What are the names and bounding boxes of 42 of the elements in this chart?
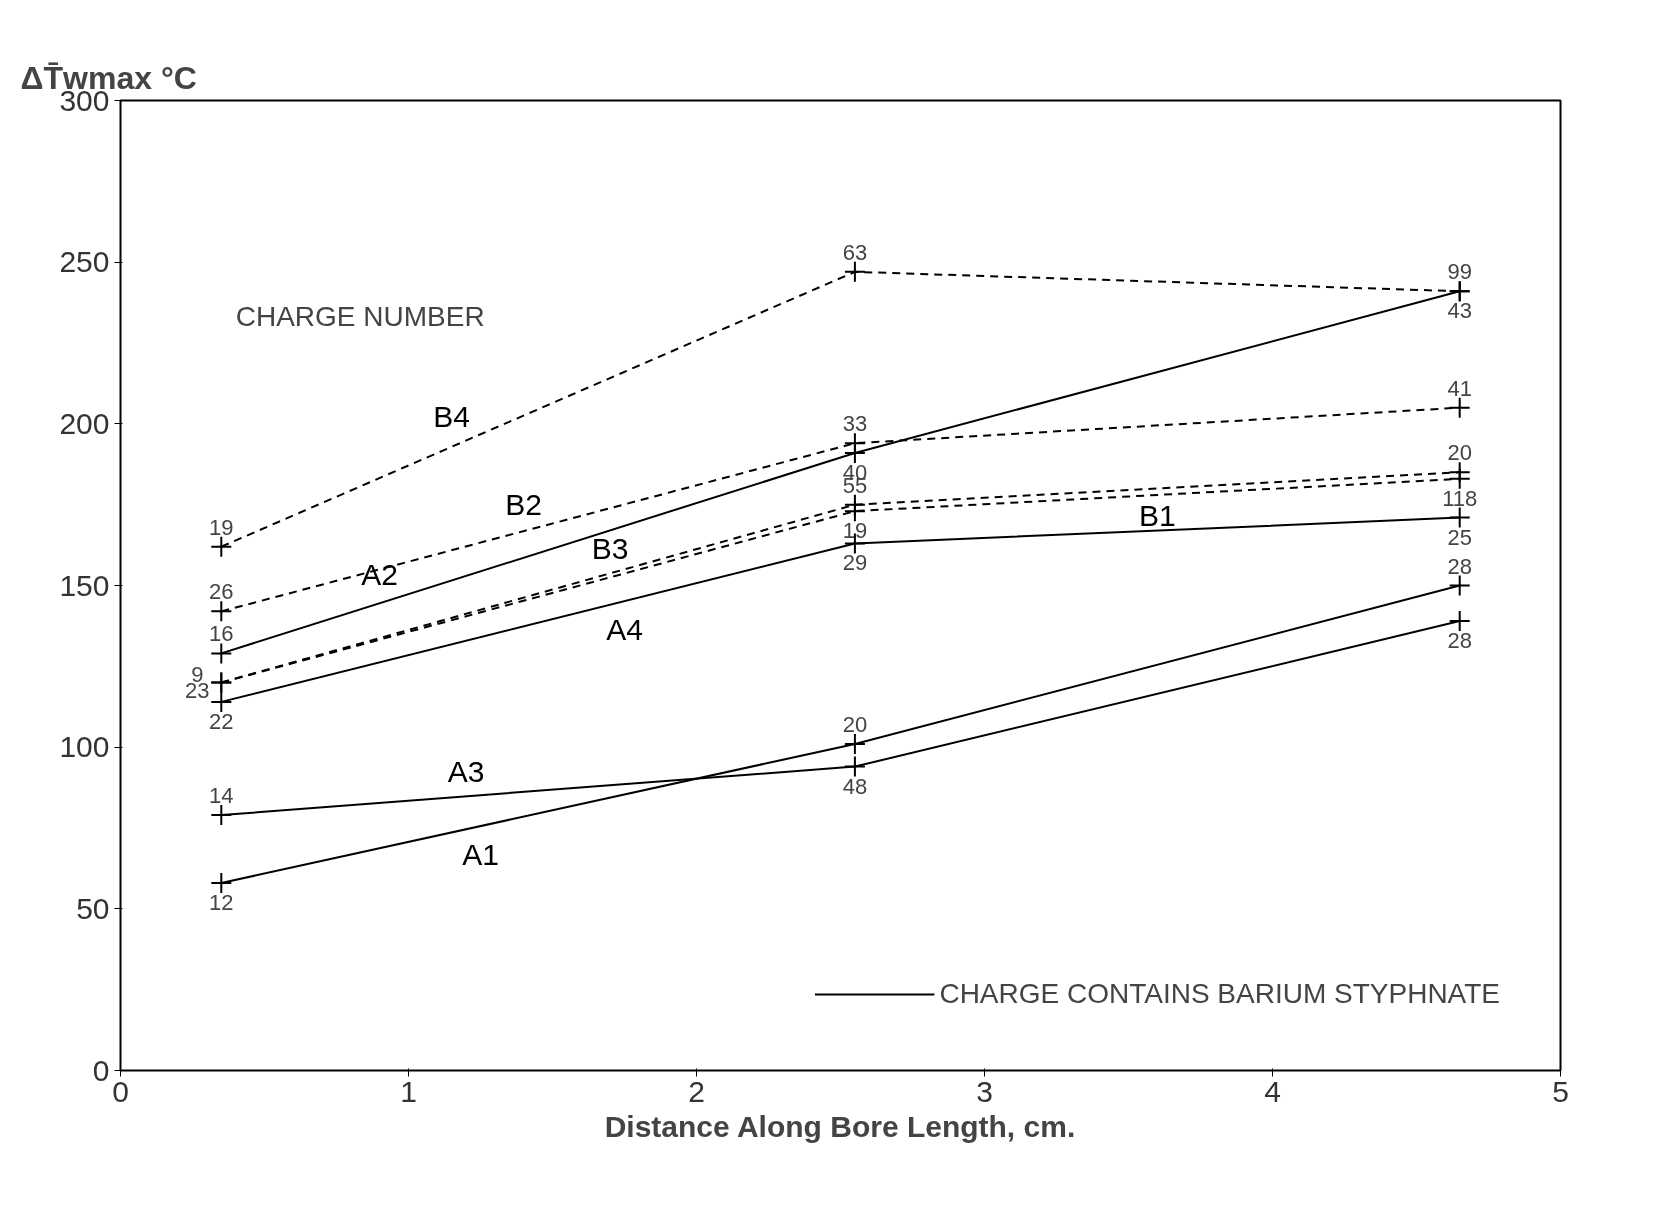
y-tick-label: 100 xyxy=(59,730,110,764)
y-tick-label: 50 xyxy=(76,891,110,925)
annotation: 29 xyxy=(842,550,868,576)
annotation: 16 xyxy=(209,621,234,647)
series-label: A1 xyxy=(462,838,499,872)
annotation: 19 xyxy=(842,518,868,544)
annotation: 33 xyxy=(842,411,868,437)
y-tick-label: 200 xyxy=(59,406,110,440)
series-label: A4 xyxy=(606,613,643,647)
annotation: CHARGE NUMBER xyxy=(235,300,485,332)
annotation: 43 xyxy=(1447,298,1472,324)
annotation: 20 xyxy=(842,711,868,737)
annotation: 118 xyxy=(1442,485,1478,511)
annotation: 41 xyxy=(1447,375,1472,401)
series-label: B2 xyxy=(505,488,543,522)
annotation: 22 xyxy=(209,708,234,734)
annotation: 19 xyxy=(209,514,234,540)
x-tick-label: 5 xyxy=(1552,1074,1569,1108)
series-label: A2 xyxy=(361,558,399,592)
x-tick-label: 4 xyxy=(1264,1074,1281,1108)
y-tick-label: 250 xyxy=(59,245,110,279)
annotation: 99 xyxy=(1447,259,1472,285)
series-label: A3 xyxy=(447,755,485,789)
annotation: 28 xyxy=(1447,628,1472,654)
x-tick-label: 1 xyxy=(400,1074,417,1108)
series-label: B4 xyxy=(433,399,471,433)
annotation: 26 xyxy=(209,579,234,605)
annotation: 63 xyxy=(842,239,868,265)
y-tick-label: 0 xyxy=(92,1053,110,1087)
annotation: 14 xyxy=(209,783,234,809)
x-tick-label: 3 xyxy=(976,1074,993,1108)
annotation: 25 xyxy=(1447,524,1472,550)
annotation: 28 xyxy=(1447,553,1472,579)
legend-title: CHARGE CONTAINS BARIUM STYPHNATE xyxy=(939,978,1500,1010)
x-axis-title: Distance Along Bore Length, cm. xyxy=(604,1109,1076,1143)
series-label: B1 xyxy=(1138,498,1176,532)
annotation: 20 xyxy=(1447,440,1472,466)
annotation: 12 xyxy=(209,889,234,915)
x-tick-label: 2 xyxy=(688,1074,705,1108)
annotation: 48 xyxy=(842,773,868,799)
y-tick-label: 150 xyxy=(59,568,110,602)
series-label: B3 xyxy=(591,532,629,566)
